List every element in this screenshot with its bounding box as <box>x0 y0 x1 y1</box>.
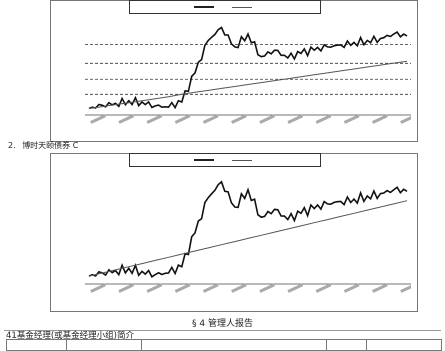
x-tick-label <box>118 114 135 124</box>
legend-swatch-nav <box>194 6 214 8</box>
chart-figure-1 <box>50 0 418 142</box>
section-title: § 4 管理人报告 <box>192 319 253 329</box>
figure-2-caption-text: 博时天颐债券 C <box>22 141 79 150</box>
x-tick-label <box>174 114 191 124</box>
x-tick-label <box>202 283 219 293</box>
table-header-cell <box>141 339 327 351</box>
figure-2-caption-number: 2. <box>8 141 16 150</box>
series-line-nav <box>88 26 408 110</box>
x-tick-label <box>231 114 247 124</box>
x-tick-label <box>231 283 247 293</box>
legend-swatch-benchmark <box>232 159 252 161</box>
legend-item-benchmark <box>232 159 256 161</box>
series-line-nav <box>88 180 408 278</box>
subsection-title: 41基金经理(或基金经理小组)简介 <box>6 331 134 341</box>
x-tick-label <box>174 283 191 293</box>
section-divider <box>4 330 441 331</box>
series-line-benchmark <box>88 60 408 109</box>
figure-2-caption: 2. 博时天颐债券 C <box>8 140 78 151</box>
x-tick-label <box>400 114 411 124</box>
x-tick-label <box>146 114 163 124</box>
table-header-cell <box>6 339 67 351</box>
x-tick-label <box>371 283 388 293</box>
table-header-cell <box>366 339 442 351</box>
x-tick-label <box>343 114 360 124</box>
chart-figure-2 <box>50 153 418 312</box>
series-line-benchmark <box>88 200 408 277</box>
legend-swatch-nav <box>194 159 214 161</box>
x-tick-label <box>90 114 106 124</box>
x-tick-label <box>146 283 163 293</box>
chart-1-plot <box>85 26 411 124</box>
x-tick-label <box>259 114 276 124</box>
x-tick-label <box>287 283 304 293</box>
x-tick-label <box>315 114 332 124</box>
table-header-row <box>6 339 442 351</box>
chart-2-legend <box>129 153 321 167</box>
legend-item-nav <box>194 159 218 161</box>
x-tick-label <box>118 283 135 293</box>
x-tick-label <box>400 283 411 293</box>
x-tick-label <box>259 283 276 293</box>
x-tick-label <box>287 114 304 124</box>
chart-2-plot <box>85 180 411 293</box>
x-tick-label <box>343 283 360 293</box>
fund-manager-table <box>6 339 442 351</box>
table-header-cell <box>66 339 142 351</box>
legend-item-nav <box>194 6 218 8</box>
x-tick-label <box>315 283 332 293</box>
x-tick-label <box>202 114 219 124</box>
x-tick-label <box>371 114 388 124</box>
legend-item-benchmark <box>232 6 256 8</box>
chart-1-legend <box>129 0 321 14</box>
legend-swatch-benchmark <box>232 6 252 8</box>
x-tick-label <box>90 283 106 293</box>
table-header-cell <box>326 339 367 351</box>
